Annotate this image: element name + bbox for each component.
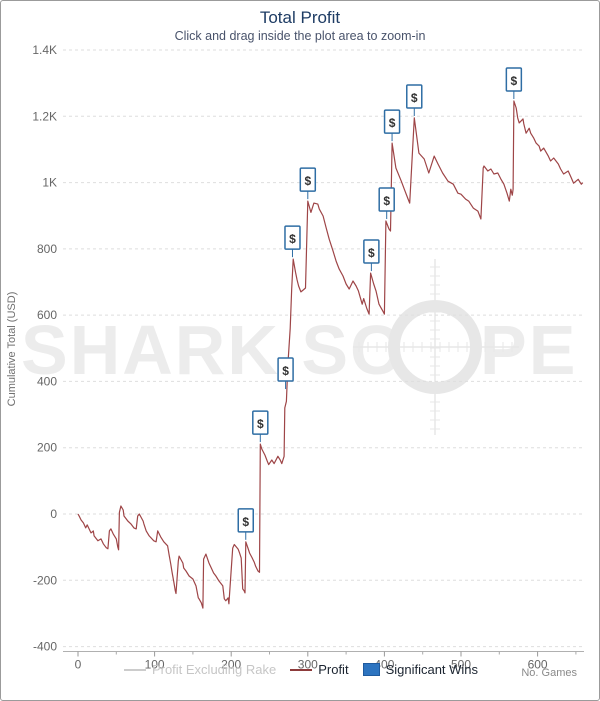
profit-line bbox=[77, 100, 584, 609]
y-tick-label: 1K bbox=[42, 176, 57, 190]
legend-item-significant-wins[interactable]: Significant Wins bbox=[362, 662, 479, 677]
profit-excluding-rake-swatch bbox=[123, 668, 146, 671]
dollar-icon: $ bbox=[511, 74, 518, 88]
significant-win-marker[interactable]: $ bbox=[277, 357, 294, 390]
y-tick-label: 600 bbox=[37, 308, 57, 322]
y-axis-label: Cumulative Total (USD) bbox=[6, 292, 18, 407]
significant-win-marker[interactable]: $ bbox=[252, 410, 269, 443]
x-tick-label: 200 bbox=[221, 658, 241, 672]
chart-title: Total Profit bbox=[259, 8, 341, 27]
dollar-icon: $ bbox=[411, 91, 418, 105]
sharkscope-watermark: SHARK SC PE bbox=[21, 259, 577, 435]
dollar-icon: $ bbox=[242, 515, 249, 529]
legend-label: Profit bbox=[318, 662, 349, 677]
significant-win-marker[interactable]: $ bbox=[406, 84, 423, 116]
y-tick-label: 400 bbox=[37, 374, 57, 388]
profit-swatch bbox=[290, 668, 313, 671]
y-tick-label: 0 bbox=[50, 507, 57, 521]
x-tick-label: 600 bbox=[528, 658, 548, 672]
significant-win-marker[interactable]: $ bbox=[363, 239, 380, 272]
dollar-icon: $ bbox=[289, 232, 296, 246]
gridlines: 1.4K 1.2K 1K 800 600 400 200 0 -200 -400 bbox=[32, 43, 584, 654]
x-tick-label: 300 bbox=[298, 658, 318, 672]
y-tick-label: 1.4K bbox=[32, 43, 57, 57]
significant-win-marker[interactable]: $ bbox=[299, 167, 317, 200]
dollar-icon: $ bbox=[383, 194, 390, 208]
y-tick-label: -200 bbox=[33, 573, 57, 587]
y-tick-label: 800 bbox=[37, 242, 57, 256]
svg-text:PE: PE bbox=[480, 311, 577, 389]
x-axis-caption: No. Games bbox=[521, 667, 577, 679]
dollar-icon: $ bbox=[257, 417, 264, 431]
svg-text:SHARK SC: SHARK SC bbox=[21, 311, 403, 389]
y-tick-label: -400 bbox=[33, 640, 57, 654]
dollar-icon: $ bbox=[282, 364, 289, 378]
dollar-icon: $ bbox=[368, 246, 375, 260]
y-tick-label: 1.2K bbox=[32, 109, 57, 123]
legend: Profit Excluding Rake Profit Significant… bbox=[63, 662, 539, 677]
significant-win-marker[interactable]: $ bbox=[237, 508, 255, 540]
significant-win-marker[interactable]: $ bbox=[505, 67, 523, 100]
x-tick-label: 100 bbox=[145, 658, 165, 672]
legend-label: Profit Excluding Rake bbox=[151, 662, 277, 677]
significant-win-marker[interactable]: $ bbox=[378, 187, 395, 220]
plot-area[interactable] bbox=[63, 47, 584, 652]
legend-label: Significant Wins bbox=[385, 662, 479, 677]
legend-item-profit[interactable]: Profit bbox=[290, 662, 349, 677]
x-tick-label: 0 bbox=[75, 658, 82, 672]
significant-win-marker[interactable]: $ bbox=[383, 109, 401, 142]
chart-subtitle: Click and drag inside the plot area to z… bbox=[174, 29, 426, 43]
significant-win-marker[interactable]: $ bbox=[284, 225, 301, 258]
dollar-icon: $ bbox=[304, 174, 311, 188]
legend-item-profit-excluding-rake[interactable]: Profit Excluding Rake bbox=[123, 662, 277, 677]
scope-reticle-icon bbox=[353, 259, 519, 435]
y-tick-label: 200 bbox=[37, 441, 57, 455]
significant-wins-swatch bbox=[362, 663, 380, 676]
dollar-icon: $ bbox=[389, 116, 396, 130]
x-tick-label: 500 bbox=[451, 658, 471, 672]
